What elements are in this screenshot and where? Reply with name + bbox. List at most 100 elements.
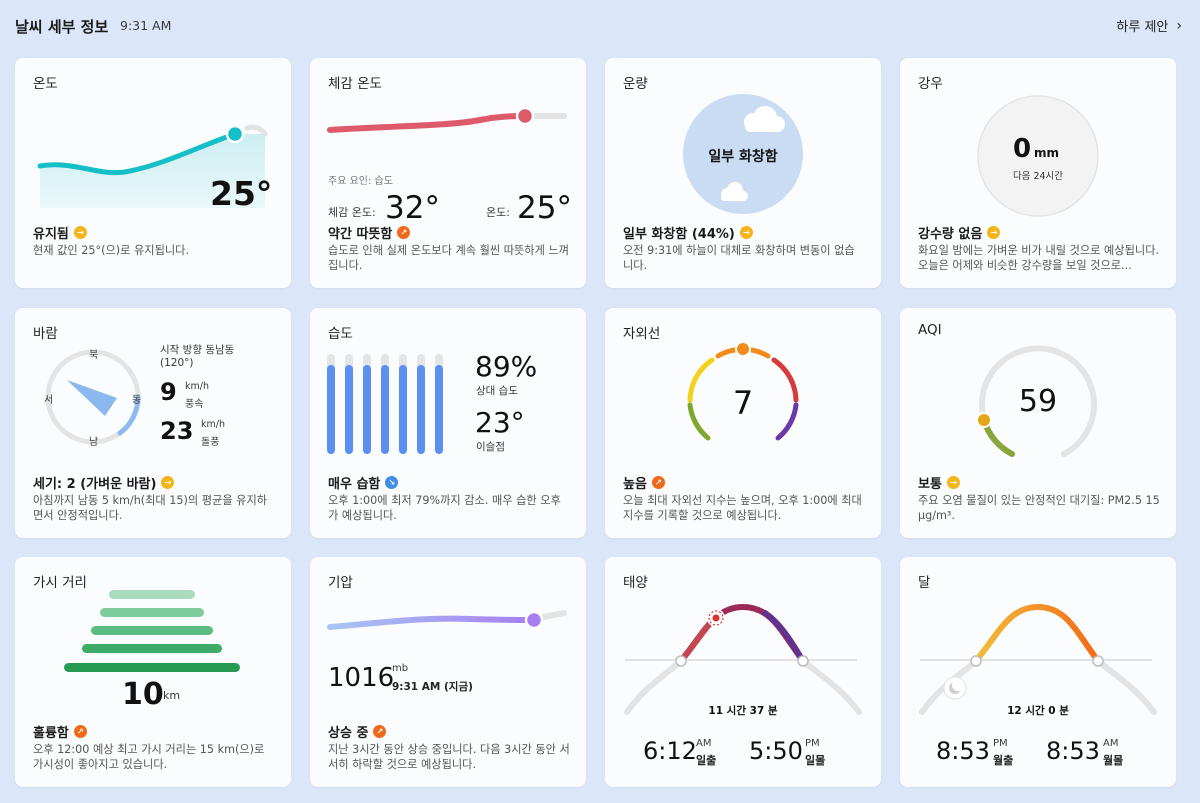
sunset-ampm: PM bbox=[805, 738, 820, 749]
summary-text: 보통 bbox=[918, 477, 942, 492]
sunrise-ampm: AM bbox=[696, 738, 712, 749]
humidity-label: 상대 습도 bbox=[476, 385, 518, 397]
wind-speed: 9 bbox=[160, 378, 177, 406]
card-title: 바람 bbox=[33, 326, 58, 342]
compass-east: 동 bbox=[132, 395, 142, 406]
dew-point-label: 이슬점 bbox=[476, 441, 505, 453]
rain-summary: 강수량 없음 → bbox=[918, 223, 1001, 242]
uv-summary: 높음 ↗ bbox=[623, 473, 665, 492]
temperature-trend-chart bbox=[37, 124, 268, 208]
actual-temp-value: 25° bbox=[517, 190, 572, 226]
pressure-summary: 상승 중 ↗ bbox=[328, 722, 387, 741]
sunset-label: 일몰 bbox=[805, 754, 826, 767]
card-title: 체감 온도 bbox=[328, 76, 382, 92]
page-title: 날씨 세부 정보 bbox=[15, 18, 109, 36]
cloud-cover-card[interactable]: 운량 일부 화창함 일부 화창함 (44%) → 오전 9:31에 하늘이 대체… bbox=[605, 58, 881, 288]
cloud-icon bbox=[744, 106, 785, 132]
wind-card[interactable]: 바람 북 동 남 서 시작 방향 동남동 (120°) 9 km/h 풍속 23… bbox=[15, 308, 291, 538]
moonset-label: 월몰 bbox=[1103, 754, 1124, 767]
wind-speed-unit: km/h bbox=[185, 381, 209, 392]
humidity-bar-fill bbox=[417, 365, 425, 454]
pressure-card[interactable]: 기압 1016 mb 9:31 AM (지금) 상승 중 ↗ 지난 3시간 동안… bbox=[310, 557, 586, 787]
compass-west: 서 bbox=[44, 395, 54, 406]
visibility-card[interactable]: 가시 거리 10 km 훌륭함 ↗ 오후 12:00 예상 최고 가시 거리는 … bbox=[15, 557, 291, 787]
feels-like-description: 습도로 인해 실제 온도보다 계속 훨씬 따뜻하게 느껴집니다. bbox=[328, 244, 570, 272]
card-title: 기압 bbox=[328, 575, 353, 591]
aqi-summary: 보통 → bbox=[918, 473, 960, 492]
feels-like-factor: 주요 요인: 습도 bbox=[328, 176, 393, 187]
card-title: 습도 bbox=[328, 326, 353, 342]
wind-degrees: (120°) bbox=[160, 357, 194, 369]
sun-card[interactable]: 태양 11 시간 37 분 6:12 AM 일출 5:50 PM 일몰 bbox=[605, 557, 881, 787]
feels-like-label: 체감 온도: bbox=[328, 206, 376, 219]
feels-like-value: 32° bbox=[385, 190, 440, 226]
summary-text: 높음 bbox=[623, 477, 647, 492]
wind-direction-text: 시작 방향 동남동 bbox=[160, 344, 235, 356]
humidity-bars bbox=[327, 354, 443, 454]
sun-icon bbox=[707, 609, 725, 627]
wind-gust: 23 bbox=[160, 417, 194, 445]
wind-direction-arrow-icon bbox=[67, 380, 117, 416]
pressure-unit: mb bbox=[392, 663, 409, 674]
feels-like-card[interactable]: 체감 온도 주요 요인: 습도 체감 온도: 32° 온도: 25° 약간 따뜻… bbox=[310, 58, 586, 288]
moon-card[interactable]: 달 12 시간 0 분 8:53 PM 월출 8:53 AM 월몰 bbox=[900, 557, 1176, 787]
trend-up-icon: ↗ bbox=[397, 226, 411, 239]
humidity-bar-fill bbox=[327, 365, 335, 454]
cloud-small-icon bbox=[721, 182, 748, 201]
chevron-right-icon: › bbox=[1176, 17, 1182, 34]
visibility-description: 오후 12:00 예상 최고 가시 거리는 15 km(으)로 가시성이 좋아지… bbox=[33, 743, 265, 771]
humidity-bar-fill bbox=[363, 365, 371, 454]
rain-caption: 다음 24시간 bbox=[1012, 171, 1064, 182]
sun-duration: 11 시간 37 분 bbox=[708, 705, 778, 717]
wind-gust-label: 돌풍 bbox=[201, 437, 220, 448]
aqi-gauge bbox=[976, 345, 1097, 457]
card-title: 자외선 bbox=[623, 326, 661, 342]
uv-card[interactable]: 자외선 7 높음 ↗ 오늘 최대 자외선 지수는 높으며, 오후 1:00에 최… bbox=[605, 308, 881, 538]
daily-suggestion-link[interactable]: 하루 제안 › bbox=[1116, 16, 1182, 36]
summary-text: 매우 습함 bbox=[328, 477, 381, 492]
sunset-time: 5:50 bbox=[749, 737, 803, 765]
feels-like-summary: 약간 따뜻함 ↗ bbox=[328, 223, 411, 242]
wind-speed-label: 풍속 bbox=[185, 399, 204, 410]
wind-gust-unit: km/h bbox=[201, 419, 225, 430]
temperature-description: 현재 값인 25°(으)로 유지됩니다. bbox=[33, 244, 190, 257]
card-title: 운량 bbox=[623, 76, 648, 92]
visibility-value: 10 bbox=[122, 677, 164, 712]
wind-description: 아침까지 남동 5 km/h(최대 15)의 평균을 유지하면서 안정적입니다. bbox=[33, 494, 268, 522]
rain-value: 0 bbox=[1013, 134, 1032, 164]
wind-summary: 세기: 2 (가벼운 바람) → bbox=[33, 473, 175, 492]
humidity-value: 89% bbox=[475, 350, 538, 383]
pressure-trend-chart bbox=[327, 610, 567, 630]
aqi-card[interactable]: AQI 59 보통 → 주요 오염 물질이 있는 안정적인 대기질: PM2.5… bbox=[900, 308, 1176, 538]
card-title: 태양 bbox=[623, 575, 648, 591]
visibility-bars bbox=[64, 590, 240, 672]
summary-text: 상승 중 bbox=[328, 726, 369, 741]
cloud-description: 오전 9:31에 하늘이 대체로 화창하며 변동이 없습니다. bbox=[623, 244, 855, 272]
temperature-card[interactable]: 온도 25° 유지됨 → 현재 값인 25°(으)로 유지됩니다. bbox=[15, 58, 291, 288]
humidity-bar-fill bbox=[381, 365, 389, 454]
visibility-unit: km bbox=[163, 689, 181, 702]
rain-card[interactable]: 강우 0 mm 다음 24시간 강수량 없음 → 화요일 밤에는 가벼운 비가 … bbox=[900, 58, 1176, 288]
card-title: 가시 거리 bbox=[33, 575, 87, 591]
moonrise-label: 월출 bbox=[993, 754, 1014, 767]
uv-gauge bbox=[687, 341, 799, 441]
card-title: 강우 bbox=[918, 76, 943, 92]
rain-unit: mm bbox=[1034, 146, 1060, 160]
summary-text: 일부 화창함 (44%) bbox=[623, 227, 735, 242]
humidity-bar-fill bbox=[399, 365, 407, 454]
cloud-summary: 일부 화창함 (44%) → bbox=[623, 223, 753, 242]
header-bar: 날씨 세부 정보 9:31 AM 하루 제안 › bbox=[0, 0, 1200, 50]
summary-text: 약간 따뜻함 bbox=[328, 227, 393, 242]
sunrise-time: 6:12 bbox=[643, 737, 697, 765]
feels-like-slider bbox=[327, 106, 567, 133]
dew-point-value: 23° bbox=[475, 406, 525, 439]
rain-gauge bbox=[977, 95, 1099, 217]
trend-steady-icon: → bbox=[161, 476, 175, 489]
sun-path-chart bbox=[624, 603, 862, 715]
trend-steady-icon: → bbox=[987, 226, 1001, 239]
humidity-card[interactable]: 습도 89% 상대 습도 23° 이슬점 매우 습함 ↘ 오후 1:00에 최저… bbox=[310, 308, 586, 538]
pressure-description: 지난 3시간 동안 상승 중입니다. 다음 3시간 동안 서서히 하락할 것으로… bbox=[328, 743, 570, 771]
humidity-summary: 매우 습함 ↘ bbox=[328, 473, 399, 492]
humidity-bar-fill bbox=[435, 365, 443, 454]
moon-path-chart bbox=[919, 603, 1157, 715]
